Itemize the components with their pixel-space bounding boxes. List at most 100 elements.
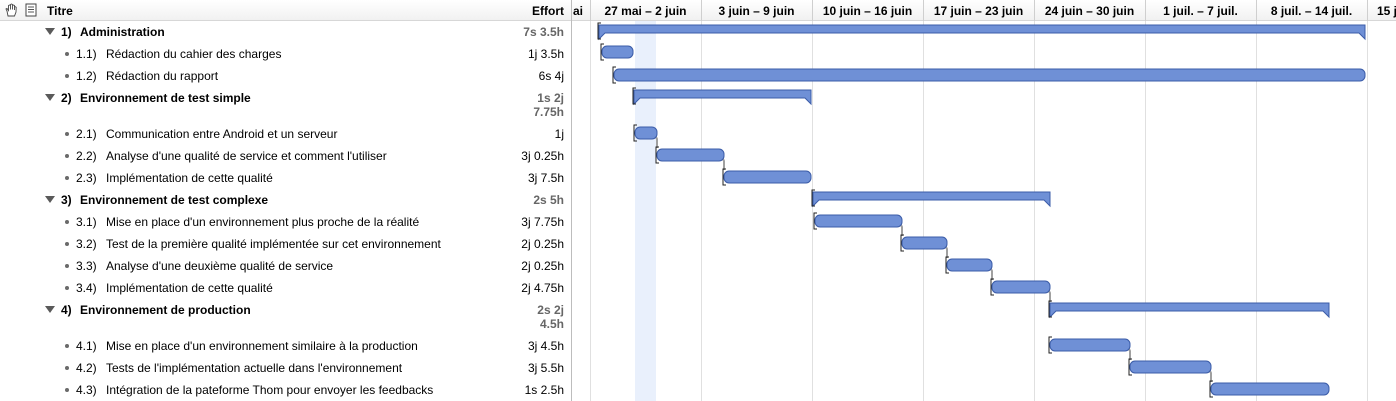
row-title[interactable]: Implémentation de cette qualité: [106, 281, 273, 295]
week-separator: [590, 0, 591, 21]
task-row[interactable]: 3.1) Mise en place d'un environnement plu…: [0, 211, 571, 233]
start-constraint-bracket: [633, 124, 637, 142]
disclosure-triangle-icon[interactable]: [45, 196, 55, 203]
row-effort[interactable]: 1s 2j 7.75h: [533, 91, 564, 119]
effort-column-header[interactable]: Effort: [532, 4, 564, 18]
row-title[interactable]: Implémentation de cette qualité: [106, 171, 273, 185]
task-row[interactable]: 1.2) Rédaction du rapport 6s 4j: [0, 65, 571, 87]
task-bar[interactable]: [723, 170, 812, 184]
bullet-icon: [65, 74, 69, 78]
week-gridline: [590, 0, 591, 401]
task-row[interactable]: 4.1) Mise en place d'un environnement sim…: [0, 335, 571, 357]
hand-icon[interactable]: [4, 3, 18, 17]
task-bar[interactable]: [1129, 360, 1212, 374]
row-number: 1.2): [76, 69, 97, 83]
row-effort[interactable]: 2j 4.75h: [521, 281, 564, 295]
row-title[interactable]: Environnement de test simple: [80, 91, 251, 105]
bullet-icon: [65, 176, 69, 180]
group-row[interactable]: 2) Environnement de test simple 1s 2j 7.75h: [0, 87, 571, 123]
group-row[interactable]: 1) Administration 7s 3.5h: [0, 21, 571, 43]
group-summary-bar[interactable]: [633, 89, 812, 106]
title-column-header[interactable]: Titre: [47, 4, 73, 18]
row-number: 4.1): [76, 339, 97, 353]
row-effort[interactable]: 7s 3.5h: [523, 25, 564, 39]
week-separator: [923, 0, 924, 21]
row-title[interactable]: Administration: [80, 25, 165, 39]
week-gridline: [701, 0, 702, 401]
row-title[interactable]: Environnement de test complexe: [80, 193, 269, 207]
row-title[interactable]: Analyse d'une deuxième qualité de servic…: [106, 259, 334, 273]
row-title[interactable]: Tests de l'implémentation actuelle dans …: [106, 361, 403, 375]
task-bar[interactable]: [814, 214, 903, 228]
start-constraint-bracket: [811, 189, 815, 207]
row-title[interactable]: Environnement de production: [80, 303, 251, 317]
row-effort[interactable]: 3j 0.25h: [521, 149, 564, 163]
task-row[interactable]: 3.2) Test de la première qualité implémen…: [0, 233, 571, 255]
row-title[interactable]: Communication entre Android et un serveu…: [106, 127, 338, 141]
row-title[interactable]: Mise en place d'un environnement similai…: [106, 339, 418, 353]
task-bar[interactable]: [613, 68, 1366, 82]
row-effort[interactable]: 2j 0.25h: [521, 259, 564, 273]
group-row[interactable]: 3) Environnement de test complexe 2s 5h: [0, 189, 571, 211]
start-constraint-bracket: [1128, 358, 1132, 376]
row-number: 2.2): [76, 149, 97, 163]
task-row[interactable]: 1.1) Rédaction du cahier des charges 1j 3.…: [0, 43, 571, 65]
row-effort[interactable]: 2s 5h: [533, 193, 564, 207]
start-constraint-bracket: [632, 87, 636, 105]
disclosure-triangle-icon[interactable]: [45, 94, 55, 101]
bullet-icon: [65, 366, 69, 370]
outline-header: Titre Effort: [0, 0, 571, 21]
pane-divider[interactable]: [571, 0, 572, 401]
row-title[interactable]: Rédaction du rapport: [106, 69, 219, 83]
row-title[interactable]: Test de la première qualité implémentée …: [106, 237, 441, 251]
week-label: 17 juin – 23 juin: [933, 4, 1024, 18]
row-title[interactable]: Mise en place d'un environnement plus pr…: [106, 215, 420, 229]
task-bar[interactable]: [1210, 382, 1330, 396]
row-effort[interactable]: 6s 4j: [538, 69, 564, 83]
bullet-icon: [65, 286, 69, 290]
week-label: 15 j: [1376, 4, 1396, 18]
row-title[interactable]: Intégration de la pateforme Thom pour en…: [106, 383, 434, 397]
row-title[interactable]: Rédaction du cahier des charges: [106, 47, 282, 61]
start-constraint-bracket: [1209, 380, 1213, 398]
task-bar[interactable]: [656, 148, 725, 162]
task-row[interactable]: 3.3) Analyse d'une deuxième qualité de se…: [0, 255, 571, 277]
row-effort[interactable]: 1s 2.5h: [524, 383, 564, 397]
row-effort[interactable]: 1j: [554, 127, 564, 141]
task-row[interactable]: 4.2) Tests de l'implémentation actuelle d…: [0, 357, 571, 379]
task-bar[interactable]: [601, 45, 634, 59]
row-effort[interactable]: 3j 7.5h: [527, 171, 564, 185]
row-title[interactable]: Analyse d'une qualité de service et comm…: [106, 149, 387, 163]
row-effort[interactable]: 3j 5.5h: [527, 361, 564, 375]
task-row[interactable]: 3.4) Implémentation de cette qualité 2j 4.…: [0, 277, 571, 299]
task-row[interactable]: 2.1) Communication entre Android et un se…: [0, 123, 571, 145]
task-bar[interactable]: [946, 258, 993, 272]
row-effort[interactable]: 1j 3.5h: [527, 47, 564, 61]
task-row[interactable]: 2.3) Implémentation de cette qualité 3j 7.…: [0, 167, 571, 189]
row-effort[interactable]: 3j 7.75h: [521, 215, 564, 229]
week-label: 27 mai – 2 juin: [604, 4, 687, 18]
task-bar[interactable]: [991, 280, 1051, 294]
group-summary-bar[interactable]: [812, 191, 1051, 208]
group-row[interactable]: 4) Environnement de production 2s 2j 4.5h: [0, 299, 571, 335]
group-summary-bar[interactable]: [1049, 302, 1330, 319]
row-effort[interactable]: 2j 0.25h: [521, 237, 564, 251]
task-bar[interactable]: [901, 236, 948, 250]
note-icon[interactable]: [24, 3, 38, 17]
task-row[interactable]: 4.3) Intégration de la pateforme Thom pou…: [0, 379, 571, 401]
row-number: 2): [61, 91, 72, 105]
bullet-icon: [65, 220, 69, 224]
start-constraint-bracket: [900, 234, 904, 252]
disclosure-triangle-icon[interactable]: [45, 28, 55, 35]
row-effort[interactable]: 2s 2j 4.5h: [537, 303, 564, 331]
task-bar[interactable]: [634, 126, 658, 140]
start-constraint-bracket: [597, 22, 601, 40]
task-bar[interactable]: [1049, 338, 1131, 352]
row-number: 2.1): [76, 127, 97, 141]
start-constraint-bracket: [1048, 336, 1052, 354]
task-row[interactable]: 2.2) Analyse d'une qualité de service et …: [0, 145, 571, 167]
group-summary-bar[interactable]: [598, 24, 1366, 41]
row-effort[interactable]: 3j 4.5h: [527, 339, 564, 353]
disclosure-triangle-icon[interactable]: [45, 306, 55, 313]
bullet-icon: [65, 154, 69, 158]
